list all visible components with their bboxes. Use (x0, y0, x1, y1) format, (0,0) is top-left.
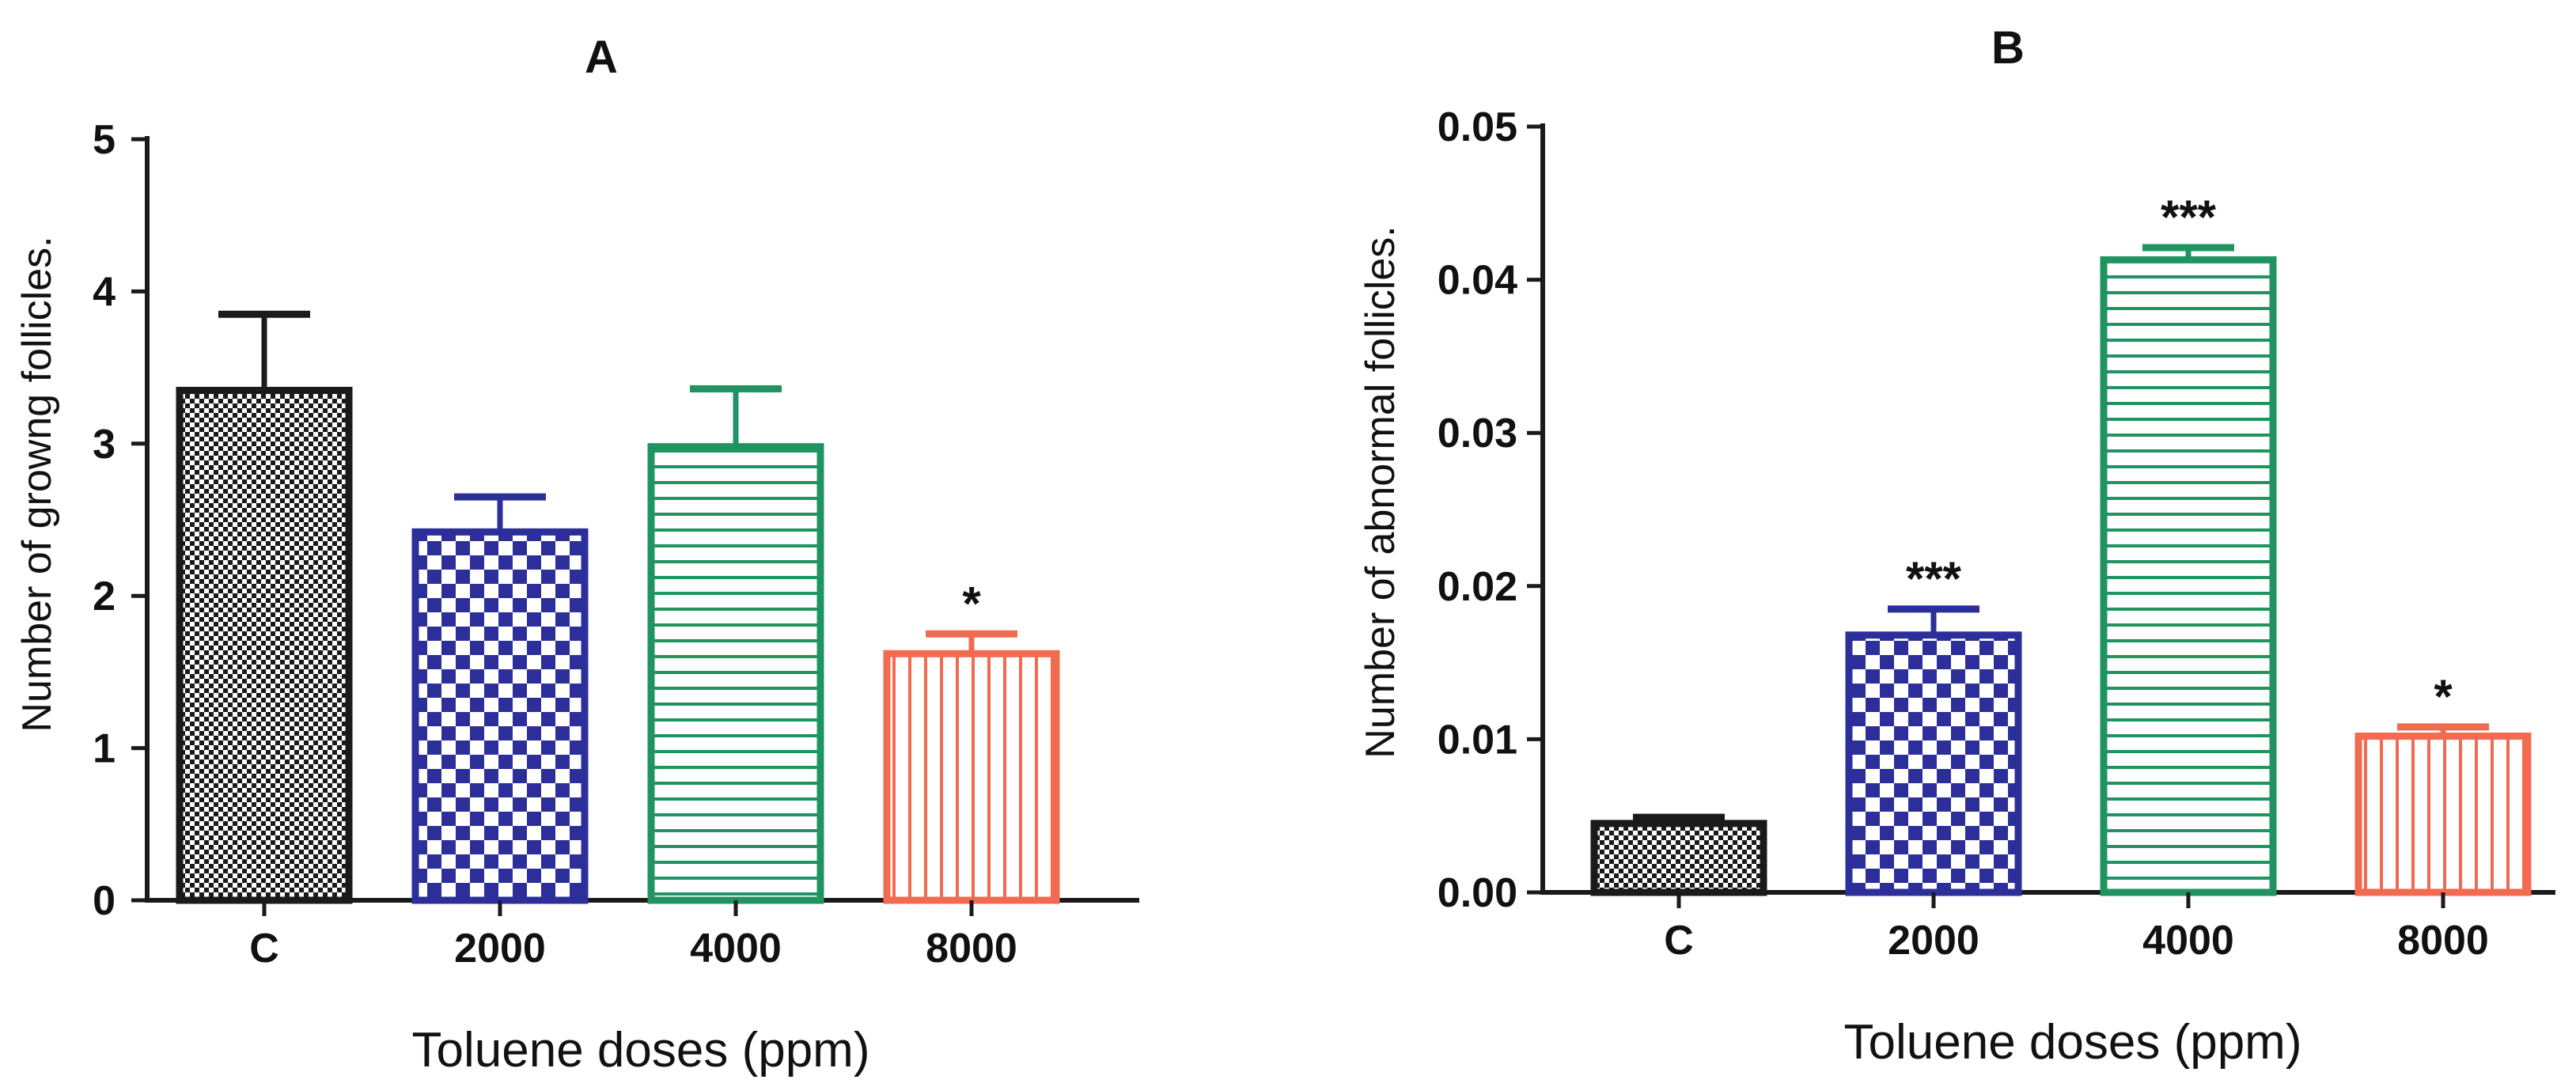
panel-b-y-tick-label: 0.05 (1438, 104, 1517, 150)
panel-a: A Number of growng follicles. Toluene do… (14, 32, 1139, 1078)
panel-b-y-tick-label: 0.00 (1438, 870, 1517, 916)
panel-b-x-axis-label: Toluene doses (ppm) (1844, 1015, 2302, 1070)
panel-a-y-tick-label: 3 (93, 422, 116, 468)
panel-a-bar-c (176, 386, 353, 904)
panel-a-y-tick-label: 4 (93, 269, 116, 315)
panel-a-y-tick-label: 5 (93, 117, 116, 163)
panel-b-y-tick-label: 0.01 (1438, 717, 1517, 763)
panel-a-x-axis-label: Toluene doses (ppm) (412, 1023, 870, 1078)
panel-b-y-axis-label: Number of abnormal follicles. (1358, 225, 1404, 758)
panel-b-bar-4000 (2100, 256, 2277, 896)
panel-a-y-axis-label: Number of growng follicles. (14, 236, 60, 732)
panel-b-y-tick-label: 0.04 (1438, 258, 1517, 304)
panel-a-x-tick-label: C (249, 926, 279, 971)
panel-a-x-tick-label: 8000 (926, 926, 1017, 971)
panel-b-significance-marker: *** (1906, 552, 1962, 605)
panel-b-x-tick-label: 2000 (1888, 918, 1979, 964)
panel-b-title: B (1991, 22, 2025, 74)
panel-a-bar-4000 (647, 443, 824, 904)
panel-a-plot-area: 0 1 2 3 4 5 C 2000 4000 8000 * (93, 117, 1139, 971)
panel-b-significance-marker: * (2434, 670, 2453, 723)
panel-b-bar-c (1590, 820, 1767, 896)
panel-a-x-tick-label: 4000 (690, 926, 782, 971)
panel-a-bar-8000 (883, 650, 1060, 904)
panel-b-bar-2000 (1845, 631, 2022, 896)
panel-b-x-tick-label: 4000 (2142, 918, 2234, 964)
panel-a-y-tick-label: 1 (93, 726, 116, 772)
panel-b: B Number of abnormal follicles. Toluene … (1358, 22, 2555, 1070)
panel-b-y-tick-label: 0.02 (1438, 564, 1517, 610)
panel-b-plot-area: 0.00 0.01 0.02 0.03 0.04 0.05 C 2000 *** 4000 *** 8… (1438, 104, 2555, 964)
panel-b-bar-8000 (2354, 733, 2532, 896)
panel-a-y-tick-label: 0 (93, 878, 116, 924)
panel-a-y-tick-label: 2 (93, 574, 116, 619)
panel-b-significance-marker: *** (2161, 191, 2217, 244)
panel-a-x-tick-label: 2000 (454, 926, 546, 971)
panel-a-significance-marker: * (962, 577, 981, 630)
panel-a-bar-2000 (411, 528, 589, 904)
panel-b-y-tick-label: 0.03 (1438, 411, 1517, 456)
panel-a-title: A (585, 32, 618, 83)
panel-b-x-tick-label: 8000 (2397, 918, 2489, 964)
panel-b-x-tick-label: C (1664, 918, 1694, 964)
